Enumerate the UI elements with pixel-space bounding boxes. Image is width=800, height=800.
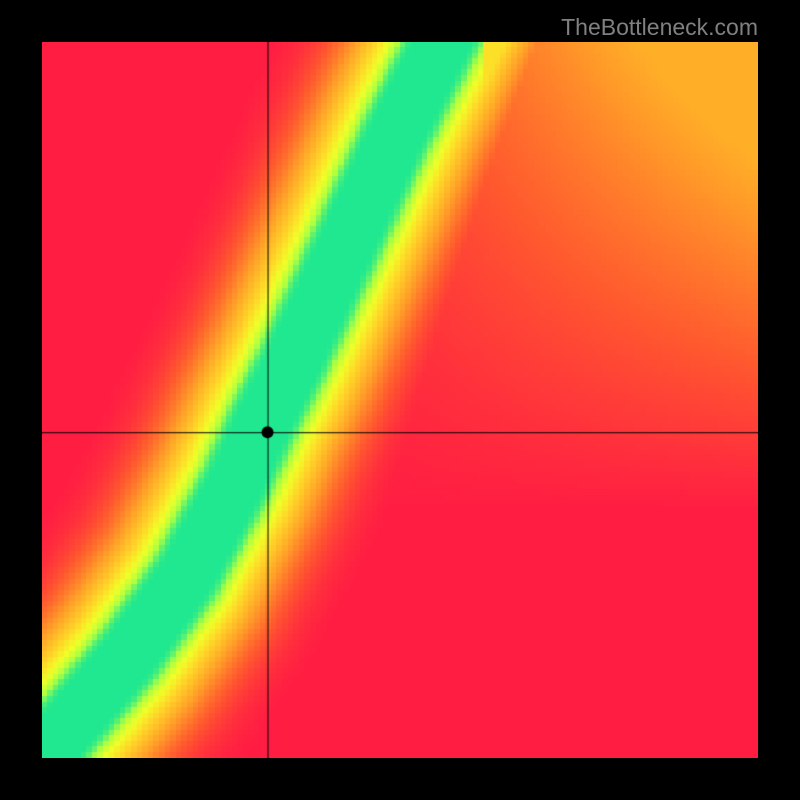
plot-area (42, 42, 758, 758)
watermark-text: TheBottleneck.com (561, 14, 758, 41)
overlay-canvas (42, 42, 758, 758)
